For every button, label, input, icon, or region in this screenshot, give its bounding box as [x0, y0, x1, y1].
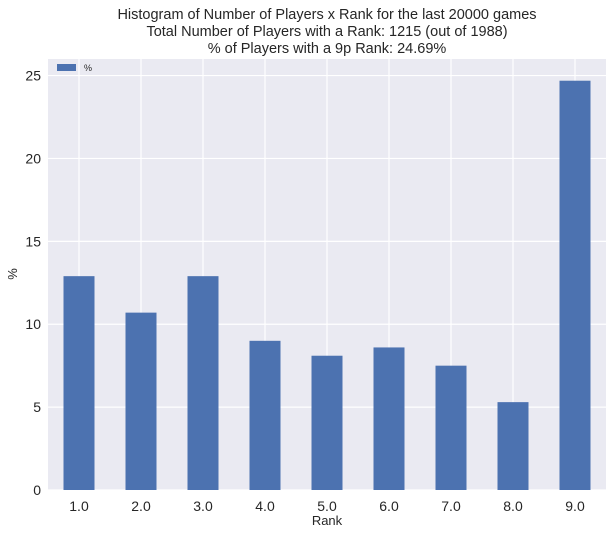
bar-rank-1-0	[63, 276, 95, 490]
chart-title-line-1: Histogram of Number of Players x Rank fo…	[117, 7, 536, 23]
bar-rank-4-0	[249, 340, 281, 490]
bar-rank-7-0	[435, 365, 467, 490]
chart-title-line-3: % of Players with a 9p Rank: 24.69%	[208, 41, 447, 57]
y-tick-label: 15	[25, 233, 41, 249]
y-tick-label: 25	[25, 68, 41, 84]
y-tick-label: 0	[33, 482, 41, 498]
x-axis-label: Rank	[312, 513, 343, 528]
y-tick-label: 10	[25, 316, 41, 332]
x-tick-label: 6.0	[379, 498, 399, 514]
x-tick-label: 7.0	[441, 498, 461, 514]
bar-rank-3-0	[187, 276, 219, 490]
x-tick-label: 5.0	[317, 498, 337, 514]
legend: %	[57, 63, 92, 73]
legend-swatch	[57, 64, 76, 71]
x-tick-labels: 1.0 2.0 3.0 4.0 5.0 6.0 7.0 8.0 9.0	[69, 498, 585, 514]
x-tick-label: 9.0	[565, 498, 585, 514]
x-tick-label: 8.0	[503, 498, 523, 514]
x-tick-label: 2.0	[131, 498, 151, 514]
bar-rank-5-0	[311, 355, 343, 490]
y-tick-labels: 0 5 10 15 20 25	[25, 68, 41, 498]
x-tick-label: 4.0	[255, 498, 275, 514]
bars	[63, 80, 591, 491]
chart-title-line-2: Total Number of Players with a Rank: 121…	[146, 24, 507, 40]
bar-rank-9-0	[559, 80, 591, 491]
x-tick-label: 3.0	[193, 498, 213, 514]
bar-rank-8-0	[497, 402, 529, 490]
bar-rank-6-0	[373, 347, 405, 490]
bar-rank-2-0	[125, 312, 157, 490]
legend-label: %	[84, 63, 92, 73]
x-tick-label: 1.0	[69, 498, 89, 514]
y-axis-label: %	[5, 268, 20, 280]
y-tick-label: 5	[33, 399, 41, 415]
y-tick-label: 20	[25, 150, 41, 166]
